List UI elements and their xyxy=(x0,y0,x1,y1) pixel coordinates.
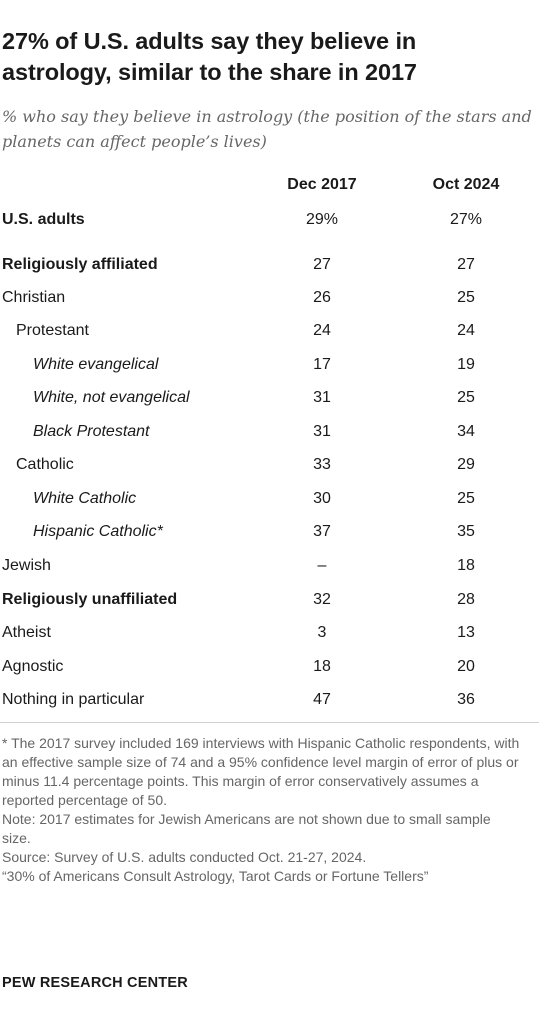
value-oct-2024: 20 xyxy=(457,658,475,675)
table-row: Atheist 3 13 xyxy=(0,621,539,647)
table-row: Religiously affiliated 27 27 xyxy=(0,253,539,279)
value-dec-2017: 47 xyxy=(313,691,331,708)
row-label: Protestant xyxy=(16,322,89,339)
value-oct-2024: 24 xyxy=(457,322,475,339)
row-label: Agnostic xyxy=(2,658,64,675)
value-oct-2024: 27 xyxy=(457,256,475,273)
value-oct-2024: 28 xyxy=(457,591,475,608)
row-label: Hispanic Catholic* xyxy=(33,523,163,540)
table-row: Hispanic Catholic* 37 35 xyxy=(0,520,539,546)
footer-divider xyxy=(0,722,539,723)
row-label: Religiously affiliated xyxy=(2,256,158,273)
value-dec-2017: 31 xyxy=(313,389,331,406)
row-label: White, not evangelical xyxy=(33,389,190,406)
row-label: White Catholic xyxy=(33,490,137,507)
value-dec-2017: 37 xyxy=(313,523,331,540)
value-dec-2017: 29% xyxy=(305,211,339,228)
table-row: Jewish – 18 xyxy=(0,554,539,580)
value-oct-2024: 19 xyxy=(457,356,475,373)
value-dec-2017: 24 xyxy=(313,322,331,339)
row-label: Black Protestant xyxy=(33,423,150,440)
value-oct-2024: 27% xyxy=(449,211,483,228)
source-text: Source: Survey of U.S. adults conducted … xyxy=(2,849,367,865)
pew-research-center-logo-text: PEW RESEARCH CENTER xyxy=(2,975,188,991)
value-dec-2017: 31 xyxy=(313,423,331,440)
note-text: Note: 2017 estimates for Jewish American… xyxy=(2,811,491,846)
table-row: White, not evangelical 31 25 xyxy=(0,386,539,412)
row-label: Religiously unaffiliated xyxy=(2,591,178,608)
value-oct-2024: 13 xyxy=(457,624,475,641)
value-dec-2017: 18 xyxy=(313,658,331,675)
table-row: Religiously unaffiliated 32 28 xyxy=(0,588,539,614)
value-dec-2017: 26 xyxy=(313,289,331,306)
row-label: U.S. adults xyxy=(2,211,85,228)
table-row: U.S. adults 29% 27% xyxy=(0,208,539,234)
row-label: Jewish xyxy=(2,557,51,574)
value-dec-2017: 17 xyxy=(313,356,331,373)
value-dec-2017: 30 xyxy=(313,490,331,507)
row-label: White evangelical xyxy=(33,356,159,373)
value-oct-2024: 25 xyxy=(457,389,475,406)
column-header-oct-2024: Oct 2024 xyxy=(432,176,500,193)
value-oct-2024: 36 xyxy=(457,691,475,708)
value-dec-2017: – xyxy=(317,557,327,574)
table-row: Christian 26 25 xyxy=(0,286,539,312)
table-row: Agnostic 18 20 xyxy=(0,655,539,681)
value-oct-2024: 25 xyxy=(457,490,475,507)
table-row: Nothing in particular 47 36 xyxy=(0,688,539,714)
value-oct-2024: 29 xyxy=(457,456,475,473)
value-dec-2017: 32 xyxy=(313,591,331,608)
table-row: White evangelical 17 19 xyxy=(0,353,539,379)
row-label: Christian xyxy=(2,289,66,306)
report-title-text: “30% of Americans Consult Astrology, Tar… xyxy=(2,868,429,884)
table-row: Catholic 33 29 xyxy=(0,453,539,479)
chart-title: 27% of U.S. adults say they believe in a… xyxy=(2,28,417,85)
value-dec-2017: 3 xyxy=(317,624,327,641)
footnote-text: * The 2017 survey included 169 interview… xyxy=(2,735,520,808)
row-label: Catholic xyxy=(16,456,74,473)
table-row: Protestant 24 24 xyxy=(0,319,539,345)
chart-subtitle: % who say they believe in astrology (the… xyxy=(2,107,532,151)
column-header-dec-2017: Dec 2017 xyxy=(287,176,357,193)
notes-block: * The 2017 survey included 169 interview… xyxy=(2,734,522,886)
value-oct-2024: 34 xyxy=(457,423,475,440)
value-dec-2017: 27 xyxy=(313,256,331,273)
value-oct-2024: 25 xyxy=(457,289,475,306)
table-row: White Catholic 30 25 xyxy=(0,487,539,513)
row-label: Nothing in particular xyxy=(2,691,145,708)
value-oct-2024: 35 xyxy=(457,523,475,540)
row-label: Atheist xyxy=(2,624,51,641)
value-oct-2024: 18 xyxy=(457,557,475,574)
value-dec-2017: 33 xyxy=(313,456,331,473)
table-row: Black Protestant 31 34 xyxy=(0,420,539,446)
